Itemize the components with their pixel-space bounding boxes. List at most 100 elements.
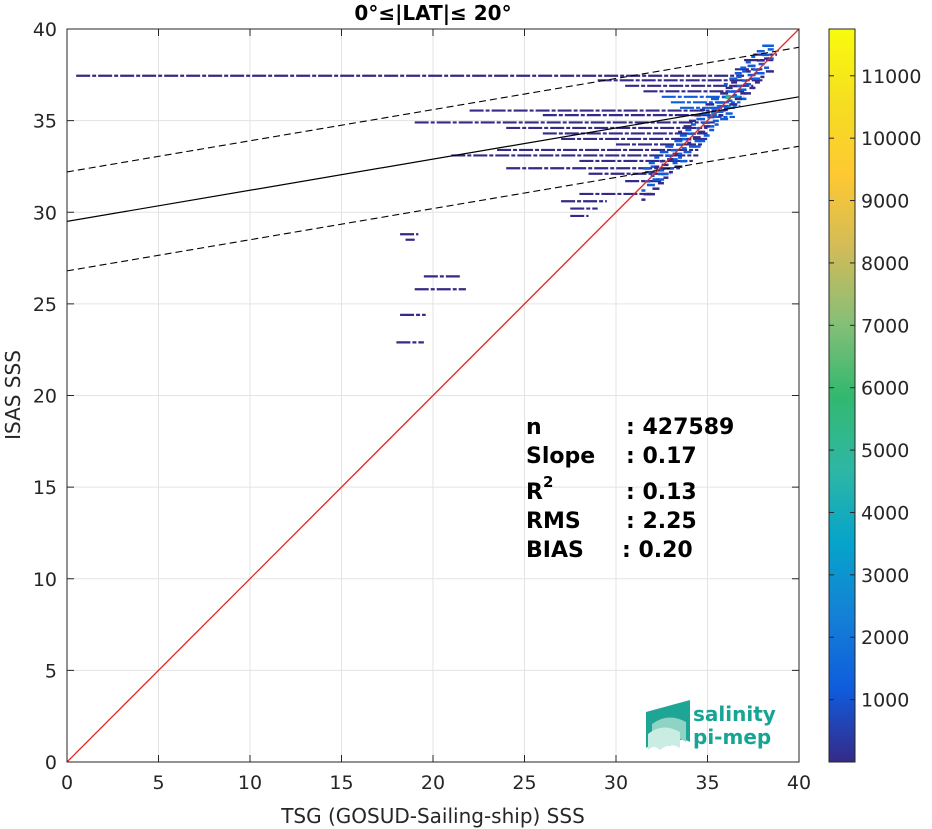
density-point <box>643 192 651 196</box>
density-point <box>707 125 715 128</box>
x-tick-label: 0 <box>61 772 73 794</box>
density-point <box>652 187 660 190</box>
density-point <box>743 82 751 86</box>
identity-line <box>67 29 799 762</box>
density-point <box>718 114 724 117</box>
x-tick-label: 25 <box>512 772 536 794</box>
density-point <box>643 167 651 170</box>
density-point <box>679 134 687 137</box>
density-point <box>694 139 701 143</box>
density-point <box>751 55 756 58</box>
density-point <box>760 75 765 79</box>
density-point <box>701 112 710 115</box>
stat-rms-value: : 2.25 <box>626 509 697 534</box>
density-point <box>718 104 724 108</box>
density-point <box>762 53 770 57</box>
colorbar-tick-label: 6000 <box>861 378 909 400</box>
density-point <box>661 172 669 176</box>
density-point <box>745 70 751 73</box>
density-point <box>749 77 756 80</box>
density-point <box>714 123 719 126</box>
density-point <box>659 150 664 154</box>
density-point <box>764 57 770 60</box>
x-axis-label: TSG (GOSUD-Sailing-ship) SSS <box>280 804 585 828</box>
density-point <box>767 48 774 51</box>
density-point <box>732 84 737 88</box>
density-point <box>738 88 747 91</box>
density-point <box>654 156 660 159</box>
density-point <box>723 82 728 86</box>
stat-r2-label: R2 <box>526 473 553 505</box>
density-point <box>659 159 664 163</box>
stat-r2-superscript: 2 <box>543 473 553 491</box>
stat-r2-value: : 0.13 <box>626 480 697 505</box>
density-point <box>641 198 646 201</box>
density-point <box>729 77 738 80</box>
density-point <box>678 156 683 159</box>
colorbar <box>828 28 856 763</box>
colorbar-tick-label: 3000 <box>861 565 909 587</box>
density-point <box>648 161 655 165</box>
colorbar-ticks: 1000 2000 3000 4000 5000 6000 7000 8000 9000 1000… <box>829 66 921 712</box>
x-tick-label: 5 <box>152 772 164 794</box>
logo-line-1: salinity <box>693 702 776 726</box>
density-point <box>736 84 742 88</box>
density-point <box>681 137 687 141</box>
density-point <box>665 145 674 148</box>
density-point <box>710 97 719 101</box>
density-point <box>696 126 701 130</box>
density-point <box>720 117 729 121</box>
colorbar-tick-label: 1000 <box>861 690 909 712</box>
stat-rms-label: RMS <box>526 509 581 534</box>
y-tick-label: 15 <box>33 477 57 499</box>
density-point <box>712 119 719 123</box>
y-tick-label: 10 <box>33 569 57 591</box>
colorbar-tick-label: 5000 <box>861 440 909 462</box>
density-point <box>663 176 669 179</box>
salinity-pimep-logo: salinity pi-mep <box>646 700 776 750</box>
density-point <box>700 117 706 121</box>
density-point <box>756 59 765 62</box>
stat-n-value: : 427589 <box>626 415 734 440</box>
density-point <box>767 57 774 60</box>
colorbar-tick-label: 4000 <box>861 502 909 524</box>
density-point <box>727 90 733 93</box>
density-point <box>663 150 669 154</box>
density-point <box>738 97 747 101</box>
density-point <box>661 163 669 167</box>
density-point <box>753 77 761 80</box>
density-point <box>762 44 770 47</box>
density-point <box>641 189 646 192</box>
density-point <box>650 165 655 168</box>
density-point <box>747 73 756 77</box>
density-point <box>689 119 697 123</box>
x-tick-label: 35 <box>695 772 719 794</box>
colorbar-tick-label: 2000 <box>861 627 909 649</box>
regression-line <box>67 96 799 223</box>
density-point <box>765 44 774 47</box>
density-point <box>681 147 687 150</box>
density-point <box>698 139 706 143</box>
density-point <box>765 70 774 73</box>
density-point <box>734 71 742 75</box>
density-point-peak <box>725 94 731 99</box>
chart-title: 0°≤|LAT|≤ 20° <box>354 1 511 25</box>
density-point <box>657 181 664 185</box>
density-point <box>694 114 701 117</box>
density-point <box>670 158 678 161</box>
regression-upper-bound <box>67 46 799 173</box>
y-axis-ticks: 0 5 10 15 20 25 30 35 40 <box>33 19 799 774</box>
density-point <box>698 130 706 134</box>
y-tick-label: 35 <box>33 111 57 133</box>
density-point <box>725 112 733 115</box>
density-point <box>709 128 715 132</box>
stat-bias-value: : 0.20 <box>622 538 693 563</box>
density-point <box>721 95 728 99</box>
density-point <box>720 92 729 95</box>
density-point <box>667 158 674 161</box>
density-point <box>690 132 696 135</box>
density-point <box>656 178 665 181</box>
density-point <box>683 150 692 154</box>
density-point <box>692 136 701 139</box>
density-point <box>656 169 665 172</box>
